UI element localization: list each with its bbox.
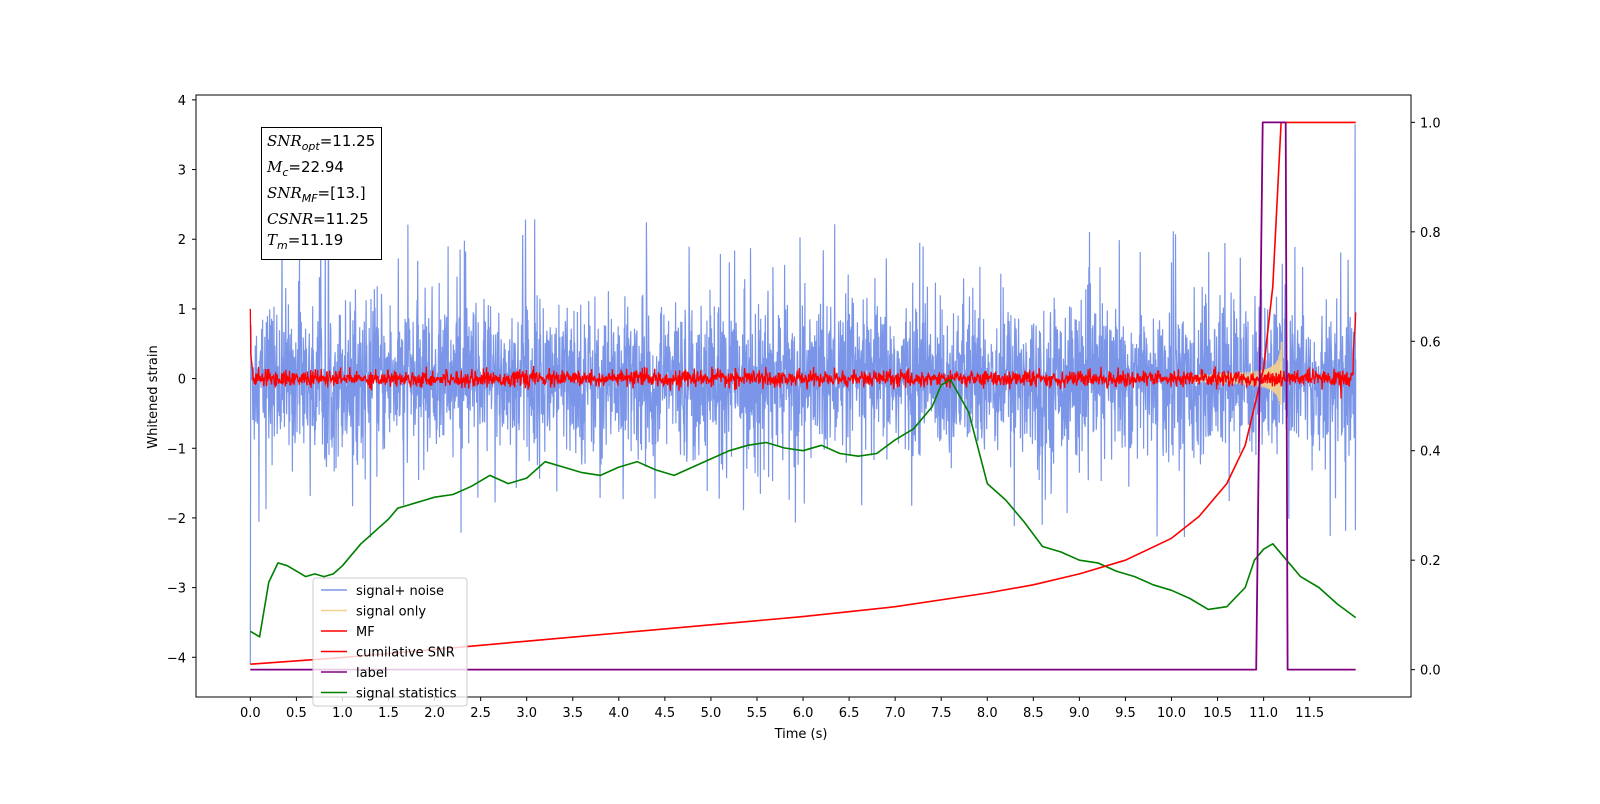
annotation-symbol: CSNR xyxy=(267,210,314,228)
y-axis-label: Whitened strain xyxy=(146,345,161,448)
x-tick-label: 2.0 xyxy=(424,706,445,721)
y-tick-label: 2 xyxy=(178,233,186,248)
annotation-subscript: MF xyxy=(301,192,318,205)
annotation-line: SNRopt=11.25 xyxy=(267,131,375,157)
x-tick-label: 8.5 xyxy=(1023,706,1044,721)
annotation-line: Mc=22.94 xyxy=(267,157,375,183)
y-right-tick-label: 0.0 xyxy=(1420,664,1441,679)
x-tick-label: 4.5 xyxy=(655,706,676,721)
axes-layer: 0.0 0.5 1.0 1.5 2.0 2.5 3.0 3.5 4.0 4.5 5.0 5.5 6.0 6… xyxy=(167,94,1441,721)
x-tick-label: 11.5 xyxy=(1295,706,1324,721)
plot-layer xyxy=(249,121,1357,671)
legend-entry: signal statistics xyxy=(356,687,457,702)
x-tick-label: 7.0 xyxy=(885,706,906,721)
x-tick-label: 0.0 xyxy=(240,706,261,721)
annotation-line: SNRMF=[13.] xyxy=(267,183,375,209)
y-right-tick-label: 1.0 xyxy=(1420,116,1441,131)
legend-entry: label xyxy=(356,666,387,681)
annotation-value: =11.25 xyxy=(319,132,376,150)
x-tick-label: 4.0 xyxy=(608,706,629,721)
annotation-subscript: opt xyxy=(301,140,320,153)
x-tick-label: 3.0 xyxy=(516,706,537,721)
annotation-value: =11.25 xyxy=(313,210,369,228)
x-tick-label: 5.5 xyxy=(747,706,768,721)
y-tick-label: −4 xyxy=(167,651,186,666)
x-tick-label: 1.0 xyxy=(332,706,353,721)
series-label xyxy=(250,121,1356,671)
annotation-value: =22.94 xyxy=(288,158,344,176)
y-tick-label: 1 xyxy=(178,303,186,318)
y-tick-label: 3 xyxy=(178,164,186,179)
x-tick-label: 7.5 xyxy=(931,706,952,721)
x-tick-label: 10.5 xyxy=(1203,706,1232,721)
y-right-tick-label: 0.8 xyxy=(1420,226,1441,241)
x-tick-label: 0.5 xyxy=(286,706,307,721)
y-tick-label: 4 xyxy=(178,94,186,109)
x-tick-label: 11.0 xyxy=(1249,706,1278,721)
y-right-tick-label: 0.4 xyxy=(1420,445,1441,460)
annotation-symbol: T xyxy=(267,231,278,249)
x-tick-label: 6.5 xyxy=(839,706,860,721)
y-tick-label: −1 xyxy=(167,442,186,457)
annotation-value: =[13.] xyxy=(317,184,366,202)
x-tick-label: 9.0 xyxy=(1069,706,1090,721)
annotation-line: Tm=11.19 xyxy=(267,230,375,256)
x-tick-label: 3.5 xyxy=(562,706,583,721)
legend-entry: signal only xyxy=(356,605,426,620)
legend-entry: signal+ noise xyxy=(356,584,444,599)
x-tick-label: 9.5 xyxy=(1115,706,1136,721)
legend-entry: cumilative SNR xyxy=(356,646,455,661)
y-tick-label: 0 xyxy=(178,373,186,388)
series-signal-statistics xyxy=(249,378,1357,638)
annotation-symbol: SNR xyxy=(267,132,302,150)
x-tick-label: 10.0 xyxy=(1157,706,1186,721)
y-tick-label: −2 xyxy=(167,512,186,527)
legend: signal+ noise signal only MF cumilative SNR… xyxy=(312,577,468,707)
x-tick-label: 1.5 xyxy=(378,706,399,721)
x-tick-label: 8.0 xyxy=(977,706,998,721)
series-cumulative-snr xyxy=(250,121,1356,665)
x-axis-label: Time (s) xyxy=(774,727,828,742)
annotation-symbol: SNR xyxy=(267,184,302,202)
annotation-symbol: M xyxy=(267,158,283,176)
annotation-subscript: m xyxy=(277,239,288,252)
annotation-box: SNRopt=11.25 Mc=22.94 SNRMF=[13.] CSNR=11.2… xyxy=(261,127,383,260)
x-tick-label: 2.5 xyxy=(470,706,491,721)
legend-box xyxy=(312,577,468,707)
y-right-tick-label: 0.2 xyxy=(1420,554,1441,569)
legend-entry: MF xyxy=(356,625,375,640)
x-tick-label: 5.0 xyxy=(701,706,722,721)
y-tick-label: −3 xyxy=(167,582,186,597)
annotation-line: CSNR=11.25 xyxy=(267,209,375,230)
series-signal-only xyxy=(1189,341,1284,405)
series-mf xyxy=(249,308,1357,399)
annotation-subscript: c xyxy=(282,166,289,179)
annotation-value: =11.19 xyxy=(287,231,344,249)
x-tick-label: 6.0 xyxy=(793,706,814,721)
y-right-tick-label: 0.6 xyxy=(1420,335,1441,350)
